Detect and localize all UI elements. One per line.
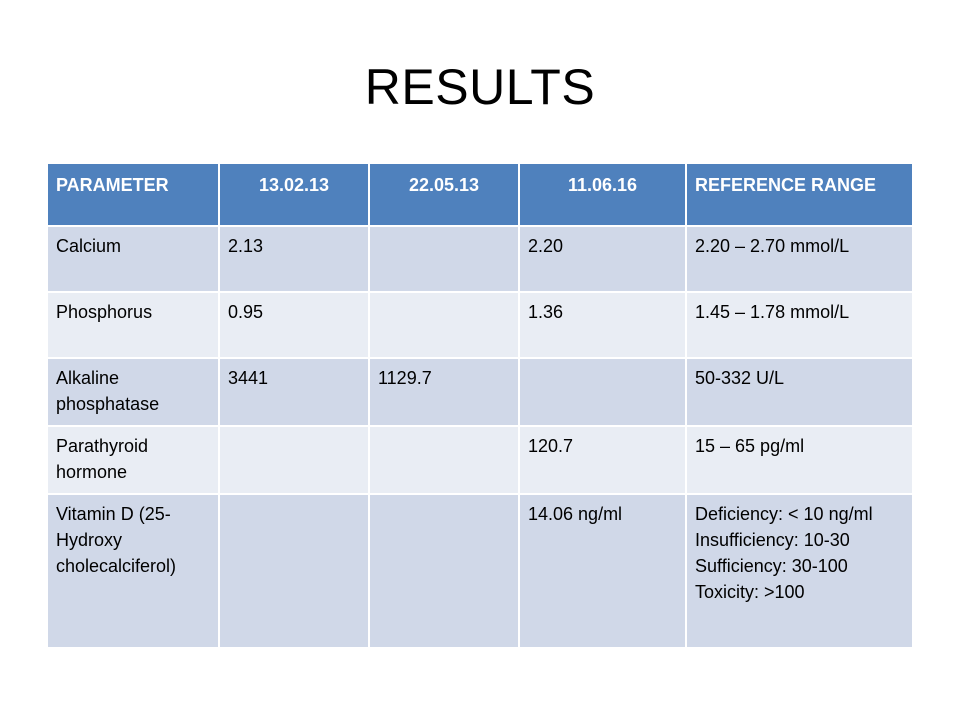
table-row: Parathyroid hormone 120.7 15 – 65 pg/ml — [48, 426, 912, 495]
cell-reference-range: 50-332 U/L — [686, 358, 912, 427]
range-line: 1.45 – 1.78 mmol/L — [695, 302, 850, 322]
table-row: Calcium 2.13 2.20 2.20 – 2.70 mmol/L — [48, 226, 912, 293]
table-row: Alkaline phosphatase 3441 1129.7 50-332 … — [48, 358, 912, 427]
cell-date-3: 2.20 — [519, 226, 687, 293]
cell-date-2 — [369, 292, 520, 359]
cell-date-2 — [369, 426, 520, 495]
cell-date-3: 120.7 — [519, 426, 687, 495]
header-date-2: 22.05.13 — [369, 164, 520, 227]
range-line: Sufficiency: 30-100 — [695, 556, 848, 576]
cell-date-1 — [219, 426, 370, 495]
range-line: Deficiency: < 10 ng/ml — [695, 504, 873, 524]
cell-date-3: 1.36 — [519, 292, 687, 359]
cell-date-2 — [369, 226, 520, 293]
range-line: 15 – 65 pg/ml — [695, 436, 805, 456]
cell-parameter: Phosphorus — [48, 292, 220, 359]
cell-parameter: Calcium — [48, 226, 220, 293]
slide-title: RESULTS — [364, 59, 596, 115]
cell-reference-range: 2.20 – 2.70 mmol/L — [686, 226, 912, 293]
table-header-row: PARAMETER 13.02.13 22.05.13 11.06.16 REF… — [48, 164, 912, 227]
header-date-1: 13.02.13 — [219, 164, 370, 227]
range-line: Toxicity: >100 — [695, 582, 805, 602]
cell-parameter: Vitamin D (25-Hydroxy cholecalciferol) — [48, 494, 220, 649]
cell-date-3: 14.06 ng/ml — [519, 494, 687, 649]
cell-parameter: Parathyroid hormone — [48, 426, 220, 495]
cell-date-1: 3441 — [219, 358, 370, 427]
results-table: PARAMETER 13.02.13 22.05.13 11.06.16 REF… — [48, 164, 912, 649]
cell-parameter: Alkaline phosphatase — [48, 358, 220, 427]
range-line: 50-332 U/L — [695, 368, 785, 388]
cell-reference-range: 1.45 – 1.78 mmol/L — [686, 292, 912, 359]
table-row: Phosphorus 0.95 1.36 1.45 – 1.78 mmol/L — [48, 292, 912, 359]
cell-date-1: 0.95 — [219, 292, 370, 359]
cell-reference-range: 15 – 65 pg/ml — [686, 426, 912, 495]
cell-date-2 — [369, 494, 520, 649]
header-parameter: PARAMETER — [48, 164, 220, 227]
cell-date-1 — [219, 494, 370, 649]
cell-date-2: 1129.7 — [369, 358, 520, 427]
cell-reference-range: Deficiency: < 10 ng/ml Insufficiency: 10… — [686, 494, 912, 649]
range-line: Insufficiency: 10-30 — [695, 530, 850, 550]
table-row: Vitamin D (25-Hydroxy cholecalciferol) 1… — [48, 494, 912, 649]
range-line: 2.20 – 2.70 mmol/L — [695, 236, 850, 256]
header-reference-range: REFERENCE RANGE — [686, 164, 912, 227]
cell-date-1: 2.13 — [219, 226, 370, 293]
cell-date-3 — [519, 358, 687, 427]
header-date-3: 11.06.16 — [519, 164, 687, 227]
